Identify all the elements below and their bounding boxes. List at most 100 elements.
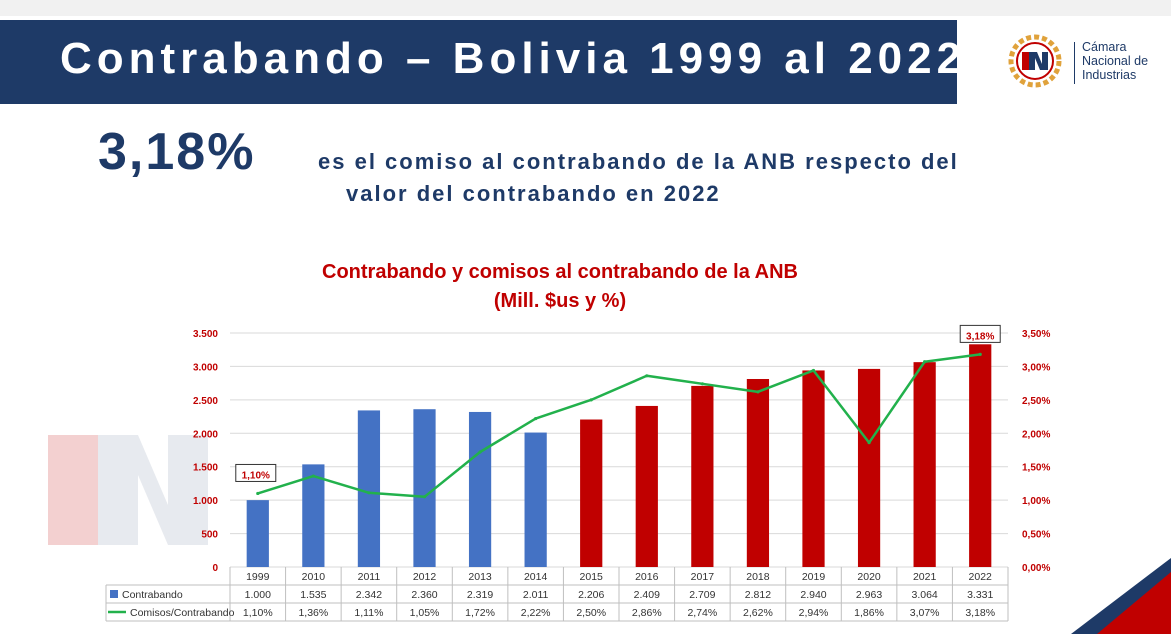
table-cell-ratio: 1,36%	[298, 607, 328, 619]
table-cell-contrabando: 2.360	[411, 589, 437, 601]
line-point	[811, 368, 816, 373]
y-right-tick-label: 3,00%	[1022, 362, 1050, 373]
y-left-tick-label: 0	[212, 563, 218, 574]
bar	[357, 410, 381, 567]
table-cell-contrabando: 3.064	[912, 589, 938, 601]
y-left-tick-label: 3.000	[193, 362, 218, 373]
logo-line: Cámara	[1082, 40, 1127, 54]
y-right-tick-label: 0,00%	[1022, 563, 1050, 574]
x-tick-label: 2017	[691, 571, 715, 583]
cni-watermark-icon	[48, 435, 208, 545]
logo-line: Industrias	[1082, 68, 1137, 82]
y-right-tick-label: 3,50%	[1022, 329, 1050, 340]
table-cell-contrabando: 2.319	[467, 589, 493, 601]
table-cell-ratio: 1,05%	[410, 607, 440, 619]
x-tick-label: 2013	[468, 571, 492, 583]
top-rule	[0, 0, 1171, 16]
table-cell-ratio: 2,22%	[521, 607, 551, 619]
y-left-tick-label: 2.500	[193, 396, 218, 407]
x-tick-label: 2014	[524, 571, 548, 583]
table-cell-ratio: 2,62%	[743, 607, 773, 619]
x-tick-label: 2015	[580, 571, 604, 583]
bar	[524, 432, 547, 567]
callout-label: 3,18%	[966, 331, 994, 342]
table-cell-ratio: 3,07%	[910, 607, 940, 619]
legend-label-line: Comisos/Contrabando	[130, 607, 235, 619]
x-tick-label: 2010	[302, 571, 326, 583]
corner-decoration	[1071, 558, 1171, 634]
line-point	[478, 450, 482, 454]
cni-logo: Cámara Nacional de Industrias	[1004, 32, 1164, 94]
bar	[246, 500, 269, 567]
bar	[580, 419, 603, 567]
line-point	[311, 474, 315, 478]
x-tick-label: 2020	[857, 571, 881, 583]
headline-line-1: es el comiso al contrabando de la ANB re…	[318, 149, 959, 174]
line-point	[589, 398, 593, 402]
table-cell-ratio: 1,86%	[854, 607, 884, 619]
y-right-tick-label: 1,00%	[1022, 496, 1050, 507]
y-right-tick-label: 2,00%	[1022, 429, 1050, 440]
chart-subtitle: (Mill. $us y %)	[493, 290, 627, 312]
chart-title-block: Contrabando y comisos al contrabando de …	[230, 258, 890, 316]
table-cell-ratio: 2,94%	[799, 607, 829, 619]
x-tick-label: 1999	[246, 571, 270, 583]
bar	[857, 368, 881, 567]
table-cell-ratio: 1,10%	[243, 607, 273, 619]
table-cell-contrabando: 2.342	[356, 589, 382, 601]
table-cell-ratio: 3,18%	[965, 607, 995, 619]
line-point	[645, 374, 649, 378]
title-banner: Contrabando – Bolivia 1999 al 2022	[0, 20, 961, 104]
headline-statement: es el comiso al contrabando de la ANB re…	[318, 146, 959, 210]
callout-box	[235, 463, 277, 482]
table-cell-contrabando: 2.409	[634, 589, 660, 601]
headline-percentage: 3,18%	[98, 123, 256, 181]
line-point	[534, 416, 538, 421]
callout-box	[959, 324, 1001, 343]
logo-separator	[1074, 42, 1075, 84]
y-right-tick-label: 2,50%	[1022, 396, 1050, 407]
legend-swatch-bar	[110, 590, 118, 598]
line-point	[867, 441, 871, 445]
line-point	[367, 491, 371, 495]
x-tick-label: 2011	[358, 571, 381, 583]
line-point	[256, 491, 260, 496]
table-cell-contrabando: 2.812	[745, 589, 771, 601]
y-right-tick-label: 0,50%	[1022, 530, 1050, 541]
table-cell-contrabando: 2.011	[523, 589, 549, 601]
ratio-line	[257, 353, 981, 499]
table-cell-contrabando: 2.963	[856, 589, 882, 601]
table-cell-ratio: 1,11%	[354, 607, 383, 619]
line-point	[978, 352, 982, 356]
headline-line-2: valor del contrabando en 2022	[346, 181, 721, 206]
bar	[413, 409, 436, 567]
table-cell-ratio: 2,50%	[576, 607, 606, 619]
logo-line: Nacional de	[1082, 54, 1149, 68]
y-left-tick-label: 500	[201, 530, 218, 541]
bar	[969, 344, 992, 567]
y-left-tick-label: 1.500	[193, 463, 218, 474]
table-cell-ratio: 1,72%	[465, 607, 495, 619]
y-left-tick-label: 2.000	[193, 429, 218, 440]
bar	[468, 411, 492, 567]
table-cell-contrabando: 3.331	[967, 589, 993, 601]
callout-label: 1,10%	[242, 470, 270, 481]
bar	[635, 405, 658, 567]
page-title: Contrabando – Bolivia 1999 al 2022	[60, 34, 967, 83]
bar	[913, 362, 936, 567]
table-cell-ratio: 2,86%	[632, 607, 662, 619]
table-cell-contrabando: 2.206	[578, 589, 604, 601]
x-tick-label: 2022	[969, 571, 993, 583]
table-cell-contrabando: 1.535	[300, 589, 326, 601]
bar	[691, 385, 714, 567]
table-cell-ratio: 2,74%	[687, 607, 717, 619]
table-cell-contrabando: 2.940	[800, 589, 826, 601]
cni-emblem-icon	[1008, 34, 1062, 88]
x-tick-label: 2016	[635, 571, 659, 583]
y-left-tick-label: 3.500	[193, 329, 218, 340]
y-right-tick-label: 1,50%	[1022, 463, 1050, 474]
bar	[746, 378, 770, 567]
legend-label-bar: Contrabando	[122, 589, 183, 601]
x-tick-label: 2019	[802, 571, 826, 583]
